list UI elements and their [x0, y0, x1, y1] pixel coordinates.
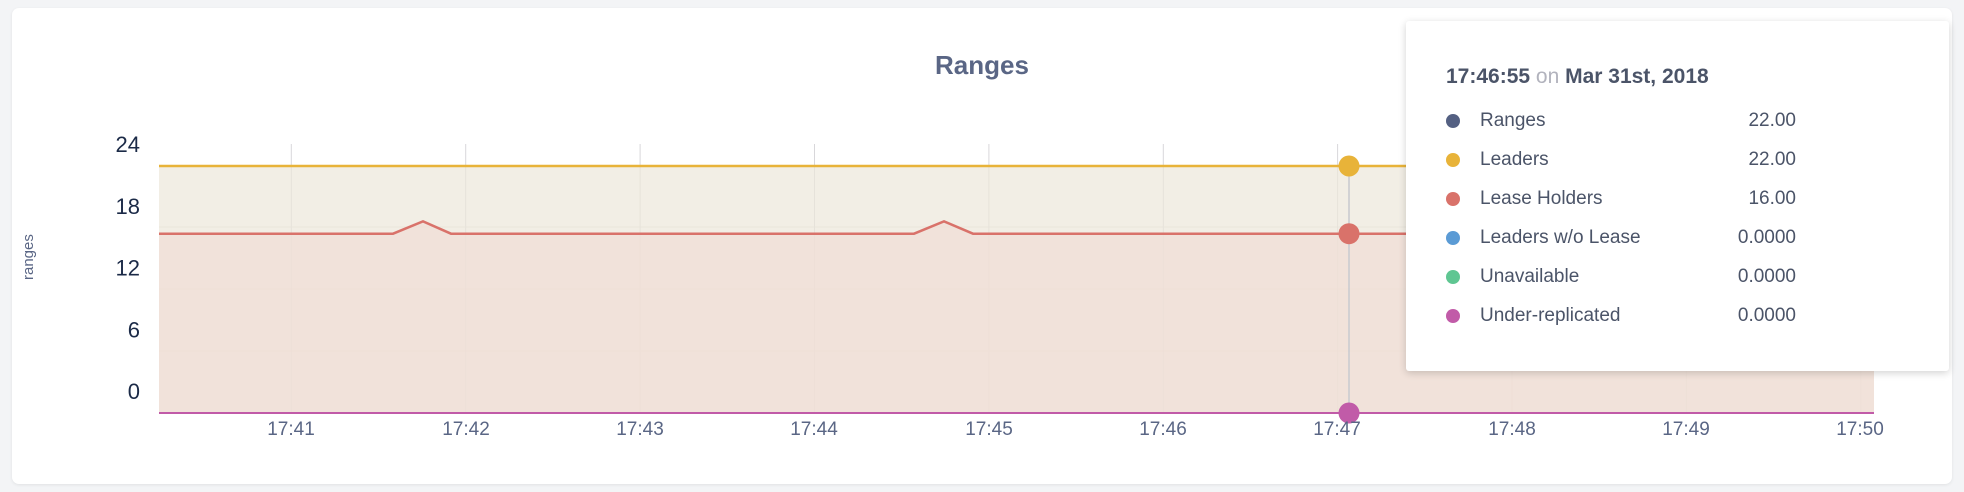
svg-text:18: 18 [116, 194, 140, 219]
svg-text:17:50: 17:50 [1836, 419, 1884, 440]
svg-text:17:46: 17:46 [1139, 419, 1187, 440]
svg-text:17:44: 17:44 [790, 419, 838, 440]
svg-text:0: 0 [128, 379, 140, 404]
svg-text:17:42: 17:42 [442, 419, 490, 440]
svg-text:12: 12 [116, 256, 140, 281]
svg-text:6: 6 [128, 317, 140, 342]
svg-text:24: 24 [116, 132, 140, 157]
svg-text:17:43: 17:43 [616, 419, 664, 440]
svg-text:17:47: 17:47 [1313, 419, 1361, 440]
svg-text:17:41: 17:41 [267, 419, 315, 440]
svg-text:17:45: 17:45 [965, 419, 1013, 440]
svg-text:17:48: 17:48 [1488, 419, 1536, 440]
svg-text:17:49: 17:49 [1662, 419, 1710, 440]
